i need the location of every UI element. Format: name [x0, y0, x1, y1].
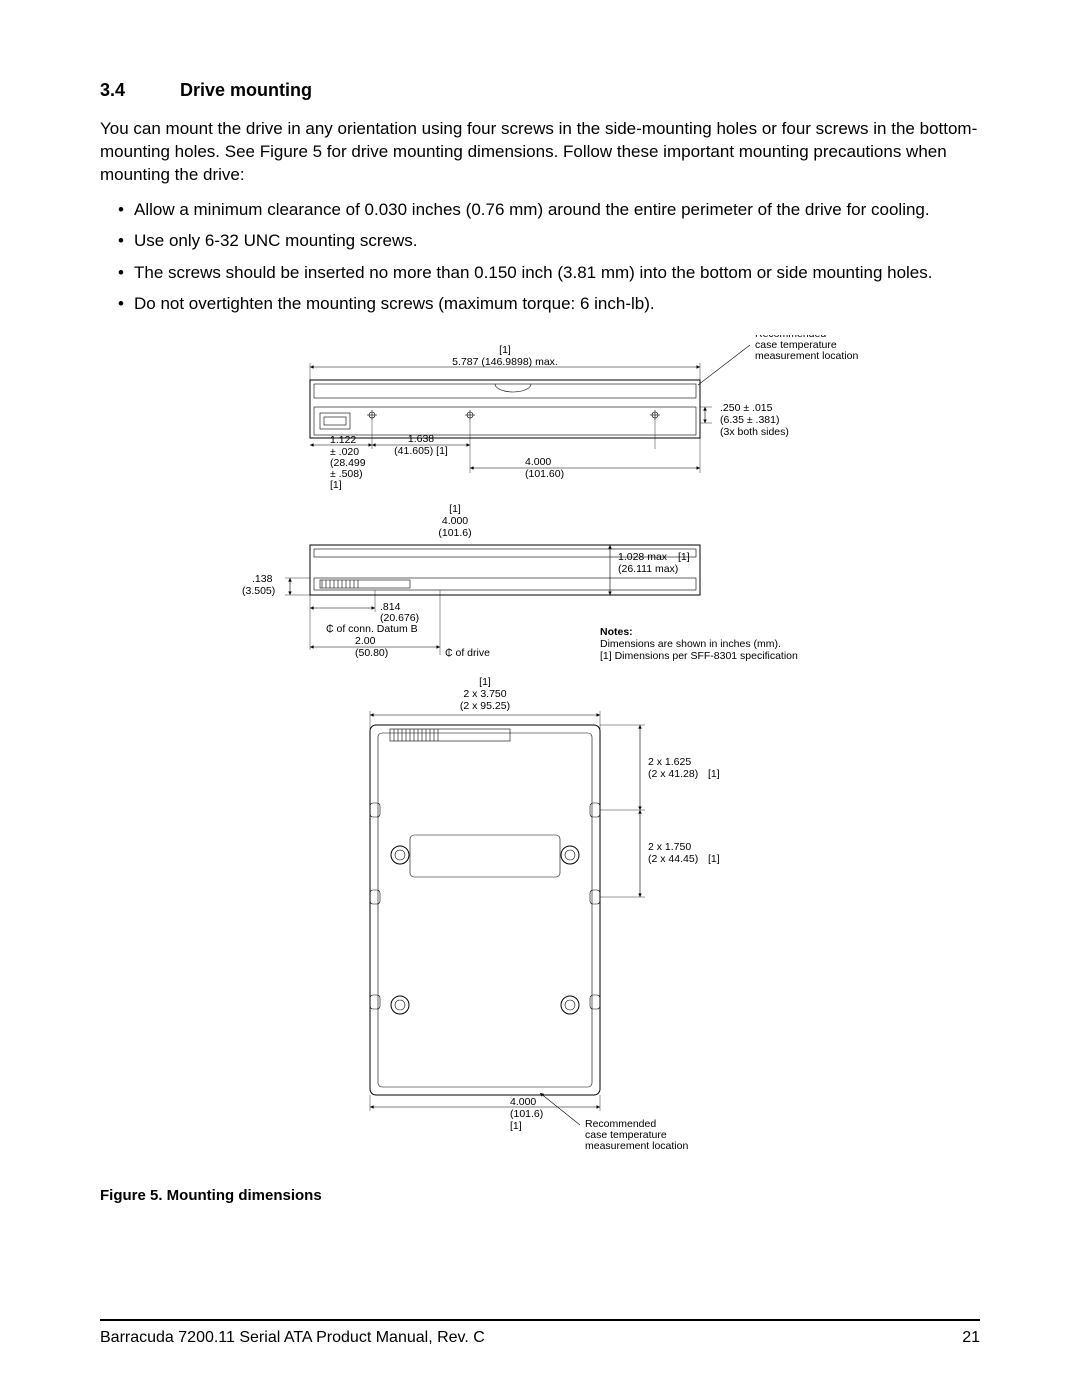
svg-text:Notes:: Notes:	[600, 626, 633, 638]
svg-text:1.028 max: 1.028 max	[618, 551, 668, 563]
svg-text:measurement location: measurement location	[755, 350, 858, 362]
svg-text:(2 x 41.28): (2 x 41.28)	[648, 768, 698, 780]
list-item: Use only 6-32 UNC mounting screws.	[118, 228, 980, 254]
svg-text:[1]: [1]	[479, 676, 491, 688]
svg-text:(2 x 44.45): (2 x 44.45)	[648, 853, 698, 865]
svg-text:2 x 3.750: 2 x 3.750	[463, 688, 506, 700]
svg-text:5.787 (146.9898) max.: 5.787 (146.9898) max.	[452, 356, 558, 368]
figure-caption: Figure 5. Mounting dimensions	[100, 1187, 980, 1204]
svg-text:1.638: 1.638	[408, 433, 434, 445]
page: 3.4Drive mounting You can mount the driv…	[0, 0, 1080, 1397]
svg-text:[1]: [1]	[678, 551, 690, 563]
svg-text:4.000: 4.000	[525, 456, 551, 468]
svg-text:(26.111 max): (26.111 max)	[618, 563, 678, 575]
svg-text:4.000: 4.000	[442, 515, 468, 527]
svg-text:(101.6): (101.6)	[510, 1108, 543, 1120]
svg-text:(50.80): (50.80)	[355, 647, 388, 659]
svg-text:₵ of conn. Datum B: ₵ of conn. Datum B	[326, 623, 418, 635]
figure-container: [1] 5.787 (146.9898) max.	[200, 335, 880, 1165]
section-number: 3.4	[100, 80, 180, 101]
precautions-list: Allow a minimum clearance of 0.030 inche…	[100, 197, 980, 317]
svg-text:1.122: 1.122	[330, 434, 356, 446]
svg-text:[1]: [1]	[449, 503, 461, 515]
list-item: Allow a minimum clearance of 0.030 inche…	[118, 197, 980, 223]
svg-text:[1]: [1]	[330, 479, 342, 491]
svg-text:2 x 1.625: 2 x 1.625	[648, 756, 691, 768]
svg-text:4.000: 4.000	[510, 1096, 536, 1108]
svg-text:Dimensions are shown in inches: Dimensions are shown in inches (mm).	[600, 638, 781, 650]
mounting-diagram: [1] 5.787 (146.9898) max.	[200, 335, 880, 1165]
footer-page-number: 21	[962, 1329, 980, 1347]
svg-text:2 x 1.750: 2 x 1.750	[648, 841, 691, 853]
footer-left: Barracuda 7200.11 Serial ATA Product Man…	[100, 1329, 485, 1347]
svg-text:(3.505): (3.505)	[242, 585, 275, 597]
svg-text:(2 x 95.25): (2 x 95.25)	[460, 700, 510, 712]
section-heading: 3.4Drive mounting	[100, 80, 980, 101]
intro-text: You can mount the drive in any orientati…	[100, 118, 980, 187]
svg-text:(41.605) [1]: (41.605) [1]	[394, 445, 448, 457]
list-item: The screws should be inserted no more th…	[118, 260, 980, 286]
svg-text:(6.35 ± .381): (6.35 ± .381)	[720, 414, 779, 426]
svg-text:[1]: [1]	[510, 1120, 522, 1132]
svg-text:.138: .138	[252, 573, 273, 585]
svg-text:₵ of drive: ₵ of drive	[445, 647, 490, 659]
page-footer: Barracuda 7200.11 Serial ATA Product Man…	[100, 1319, 980, 1347]
svg-text:[1] Dimensions per SFF-8301 sp: [1] Dimensions per SFF-8301 specificatio…	[600, 650, 798, 662]
svg-text:[1]: [1]	[708, 853, 720, 865]
svg-text:[1]: [1]	[708, 768, 720, 780]
section-title: Drive mounting	[180, 80, 312, 100]
list-item: Do not overtighten the mounting screws (…	[118, 291, 980, 317]
svg-text:(101.6): (101.6)	[438, 527, 471, 539]
svg-text:(101.60): (101.60)	[525, 468, 564, 480]
svg-text:2.00: 2.00	[355, 635, 376, 647]
svg-text:[1]: [1]	[499, 344, 511, 356]
svg-text:measurement location: measurement location	[585, 1140, 688, 1152]
svg-text:.250 ± .015: .250 ± .015	[720, 402, 773, 414]
svg-text:(3x both sides): (3x both sides)	[720, 426, 789, 438]
